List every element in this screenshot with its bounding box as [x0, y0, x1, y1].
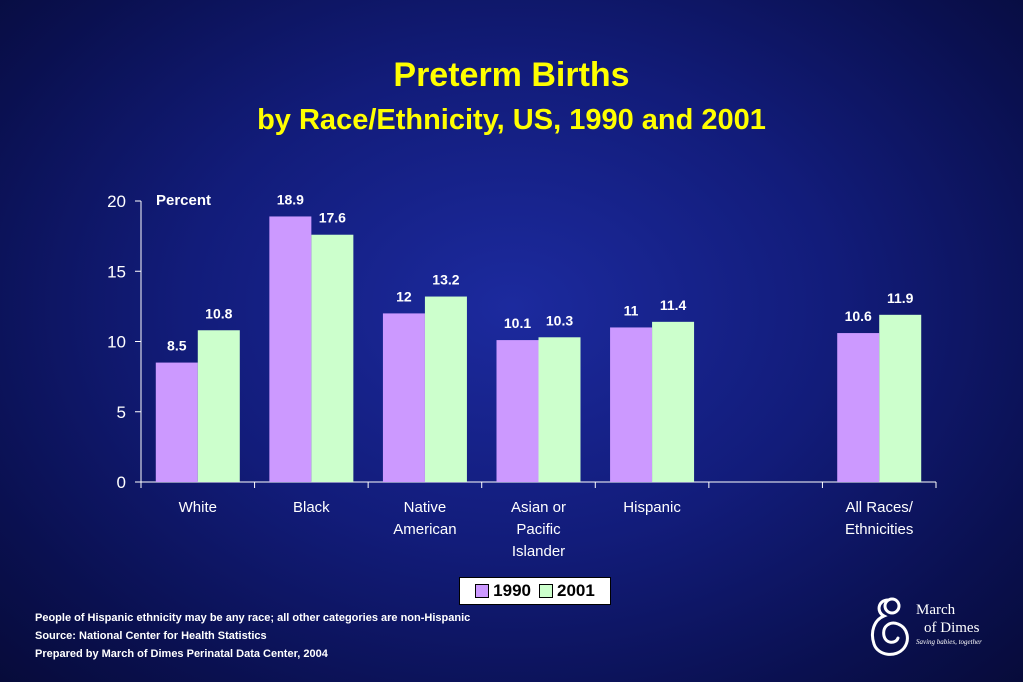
bar-2001	[424, 296, 467, 482]
logo-tagline: Saving babies, together	[916, 638, 982, 646]
legend: 1990 2001	[459, 577, 611, 605]
bar-2001	[197, 330, 240, 482]
x-tick-label: American	[393, 521, 456, 538]
mother-baby-logo-icon	[870, 597, 909, 656]
x-tick-label: Islander	[512, 543, 565, 560]
bar-value-label: 10.8	[205, 305, 232, 321]
bar-1990	[269, 216, 312, 482]
bar-value-label: 10.6	[845, 308, 872, 324]
bar-chart: 0 5 10 15 20 White Black Native American Asian o…	[107, 191, 937, 560]
chart-title: Preterm Births	[393, 56, 630, 94]
logo-text-march: March	[916, 602, 956, 618]
footnote-source: Source: National Center for Health Stati…	[35, 630, 267, 642]
bar-2001	[652, 321, 695, 482]
y-tick-label: 20	[107, 192, 126, 211]
bar-value-label: 17.6	[319, 210, 346, 226]
bar-2001	[538, 337, 581, 482]
bar-value-label: 11.4	[660, 297, 687, 313]
bar-value-label: 10.3	[546, 312, 573, 328]
bar-value-label: 11.9	[887, 290, 914, 306]
y-axis-label: Percent	[156, 192, 211, 209]
bar-1990	[155, 362, 198, 482]
x-tick-label: White	[179, 499, 217, 516]
x-tick-label: Pacific	[516, 521, 561, 538]
legend-swatch-2001	[539, 584, 553, 598]
bar-value-label: 18.9	[277, 191, 304, 207]
y-tick-label: 5	[117, 403, 126, 422]
legend-item-1990: 1990	[475, 581, 531, 601]
y-tick-label: 0	[117, 473, 126, 492]
y-axis: 0 5 10 15 20	[107, 192, 142, 492]
legend-label-1990: 1990	[493, 581, 531, 600]
bars	[155, 216, 922, 482]
bar-value-label: 8.5	[167, 338, 187, 354]
bar-value-label: 11	[624, 302, 639, 318]
logo-text-of-dimes: of Dimes	[924, 620, 980, 636]
x-tick-label: Hispanic	[623, 499, 681, 516]
bar-1990	[837, 333, 880, 482]
x-tick-label: Black	[293, 499, 330, 516]
x-axis: White Black Native American Asian or Pacific I…	[140, 481, 937, 560]
bar-value-labels: 8.5 10.8 18.9 17.6 12 13.2 10.1 10.3 11 11.4 10.6 1…	[167, 191, 914, 353]
bar-value-label: 12	[396, 288, 412, 304]
bar-value-label: 13.2	[432, 272, 459, 288]
x-tick-label: Native	[404, 499, 447, 516]
bar-1990	[610, 327, 653, 482]
legend-swatch-1990	[475, 584, 490, 598]
x-tick-label: Ethnicities	[845, 521, 913, 538]
bar-1990	[382, 313, 425, 482]
y-tick-label: 10	[107, 333, 126, 352]
bar-1990	[496, 340, 539, 482]
x-tick-label: Asian or	[511, 499, 566, 516]
legend-item-2001: 2001	[539, 581, 595, 601]
bar-value-label: 10.1	[504, 315, 531, 331]
bar-2001	[879, 314, 922, 482]
march-of-dimes-logo: March of Dimes Saving babies, together	[862, 592, 1002, 662]
legend-label-2001: 2001	[557, 581, 595, 600]
footnote-prepared-by: Prepared by March of Dimes Perinatal Dat…	[35, 648, 328, 660]
chart-subtitle: by Race/Ethnicity, US, 1990 and 2001	[257, 104, 766, 136]
x-tick-label: All Races/	[845, 499, 913, 516]
y-tick-label: 15	[107, 262, 126, 281]
footnote-hispanic: People of Hispanic ethnicity may be any …	[35, 612, 471, 624]
bar-2001	[311, 234, 354, 482]
